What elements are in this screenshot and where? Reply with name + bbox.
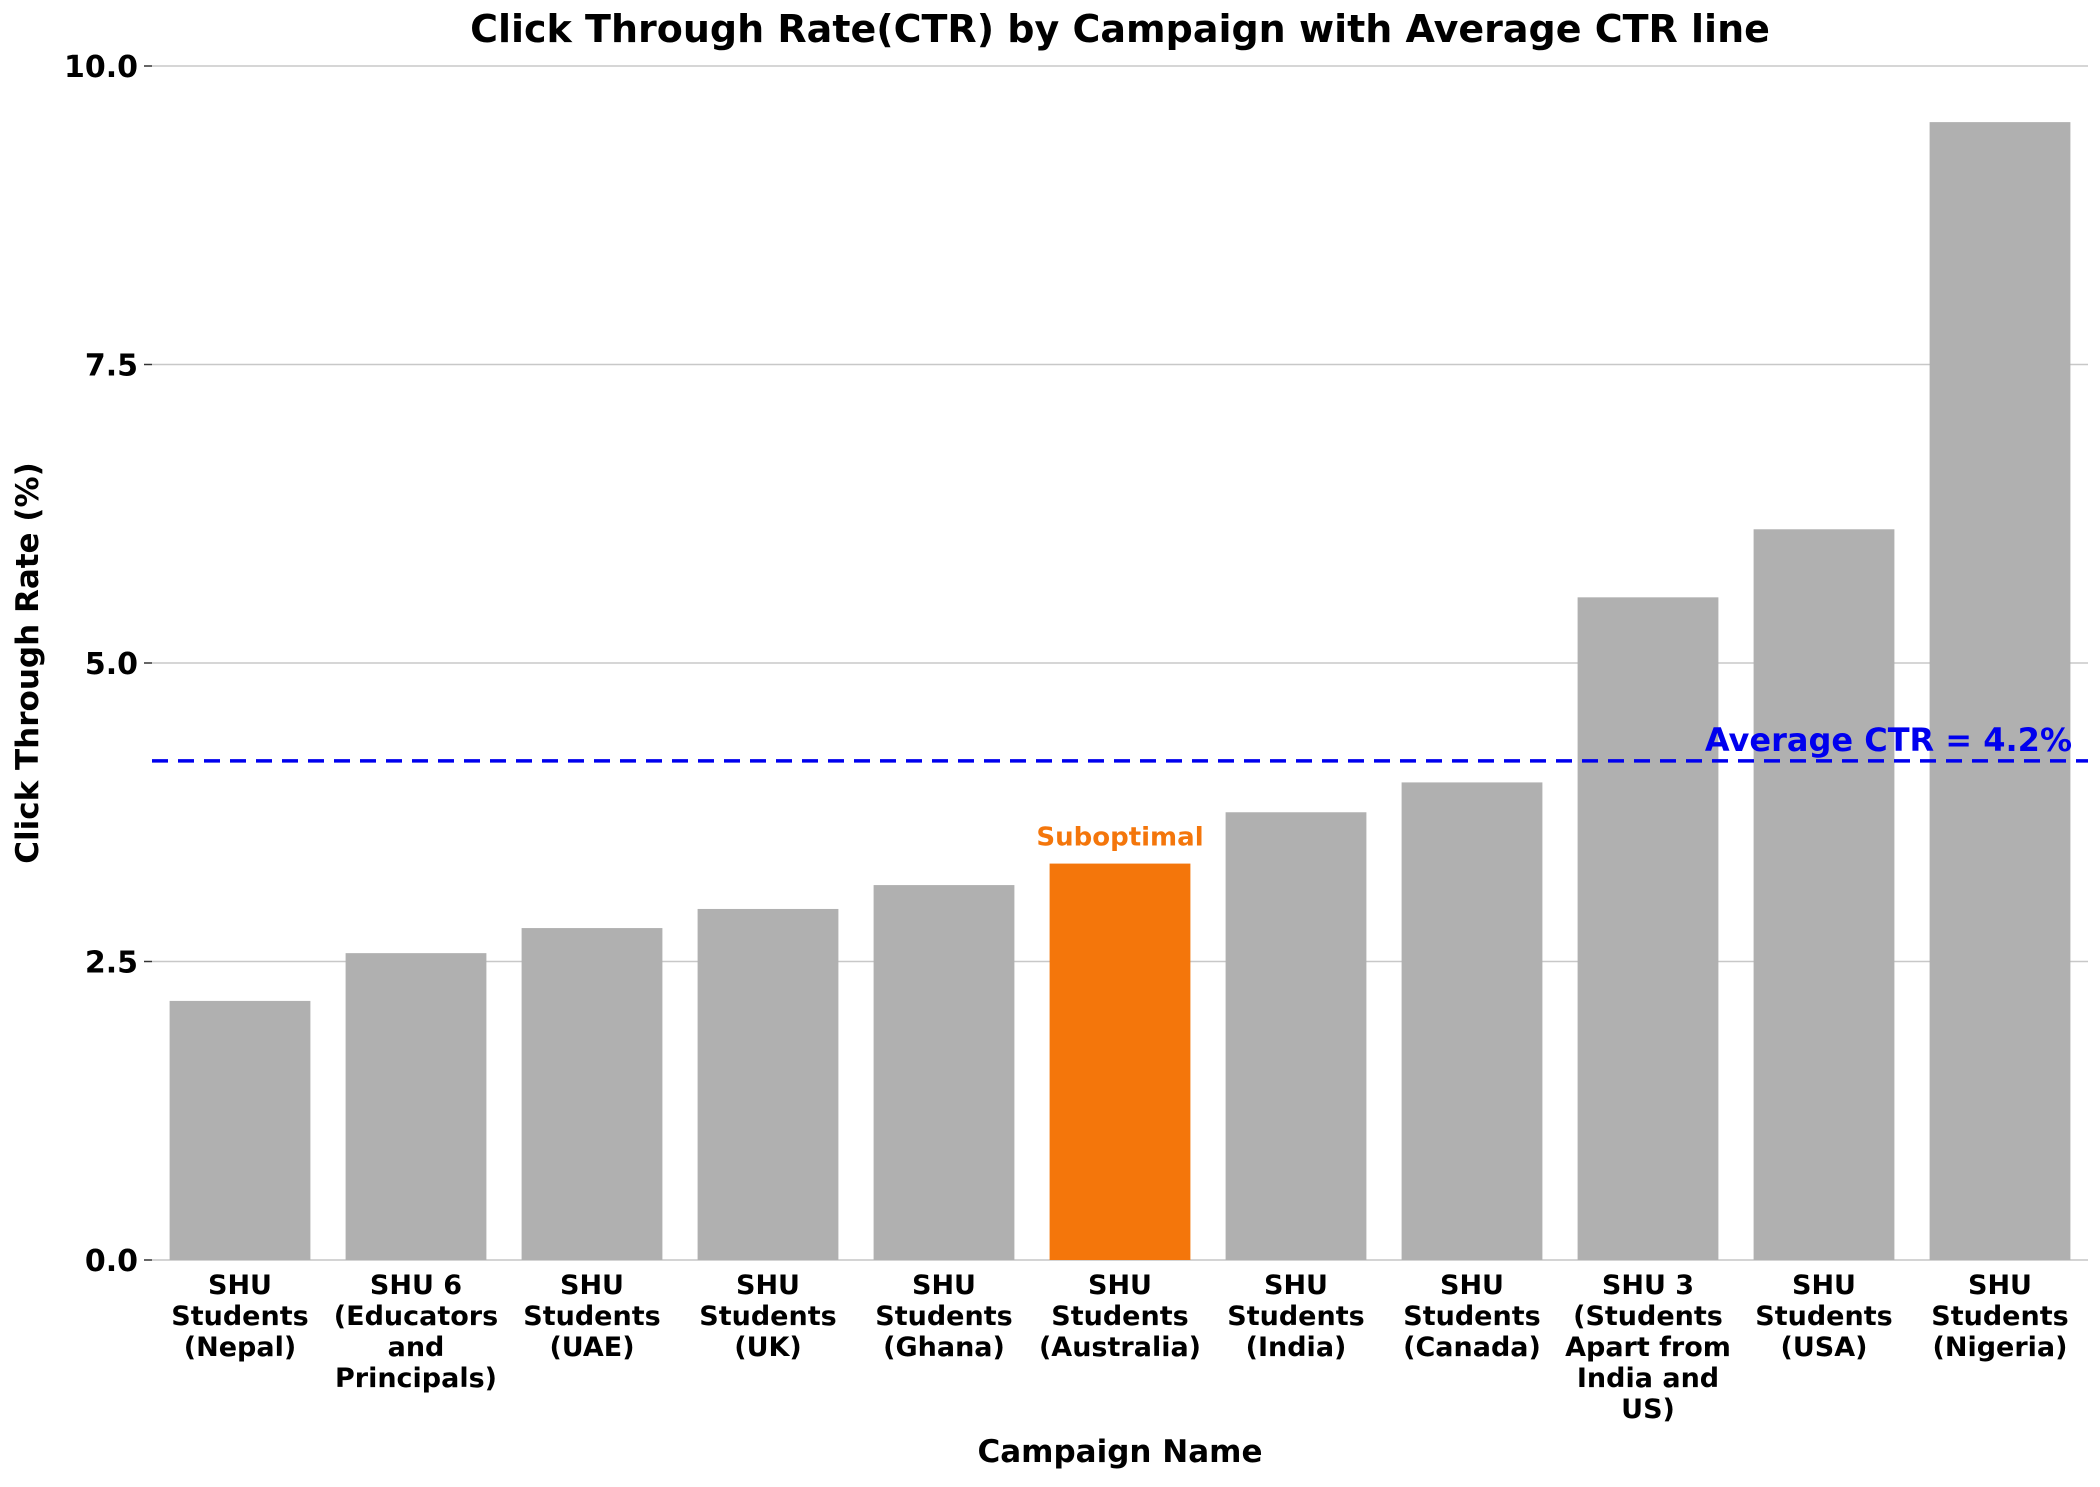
bar [1225,812,1367,1260]
x-tick-label: SHU Students (UK) [699,1270,836,1363]
bar [1929,122,2071,1260]
y-tick-label: 0.0 [85,1244,138,1279]
average-line-group: Average CTR = 4.2% [152,721,2088,763]
x-tick-label: SHU Students (India) [1227,1270,1364,1363]
average-line-label: Average CTR = 4.2% [1705,721,2072,759]
y-tick-label: 7.5 [85,349,138,384]
bar [1577,597,1719,1260]
x-tick-label: SHU 6 (Educators and Principals) [334,1270,498,1394]
chart-title: Click Through Rate(CTR) by Campaign with… [470,7,1770,51]
bar [1401,782,1543,1260]
x-tick-labels: SHU Students (Nepal) SHU 6 (Educators and Prin… [171,1270,2068,1425]
bar [873,885,1015,1260]
x-tick-label: SHU Students (Australia) [1039,1270,1201,1363]
bar [521,928,663,1260]
y-tick-label: 10.0 [64,50,138,85]
x-tick-label: SHU Students (Nigeria) [1931,1270,2068,1363]
bars: Suboptimal [169,122,2071,1260]
highlight-label: Suboptimal [1036,823,1203,853]
bar [697,908,839,1260]
x-tick-label: SHU 3 (Students Apart from India and US) [1565,1270,1731,1425]
x-tick-label: SHU Students (Canada) [1403,1270,1541,1363]
bar [169,1000,311,1260]
x-tick-label: SHU Students (USA) [1755,1270,1892,1363]
bar [345,953,487,1260]
x-tick-label: SHU Students (UAE) [523,1270,660,1363]
y-tick-label: 5.0 [85,647,138,682]
y-tick-label: 2.5 [85,946,138,981]
x-axis-label: Campaign Name [978,1434,1263,1470]
x-tick-label: SHU Students (Ghana) [875,1270,1012,1363]
bar [1049,863,1191,1260]
x-tick-label: SHU Students (Nepal) [171,1270,308,1363]
y-axis-label: Click Through Rate (%) [10,462,46,864]
bar [1753,529,1895,1260]
